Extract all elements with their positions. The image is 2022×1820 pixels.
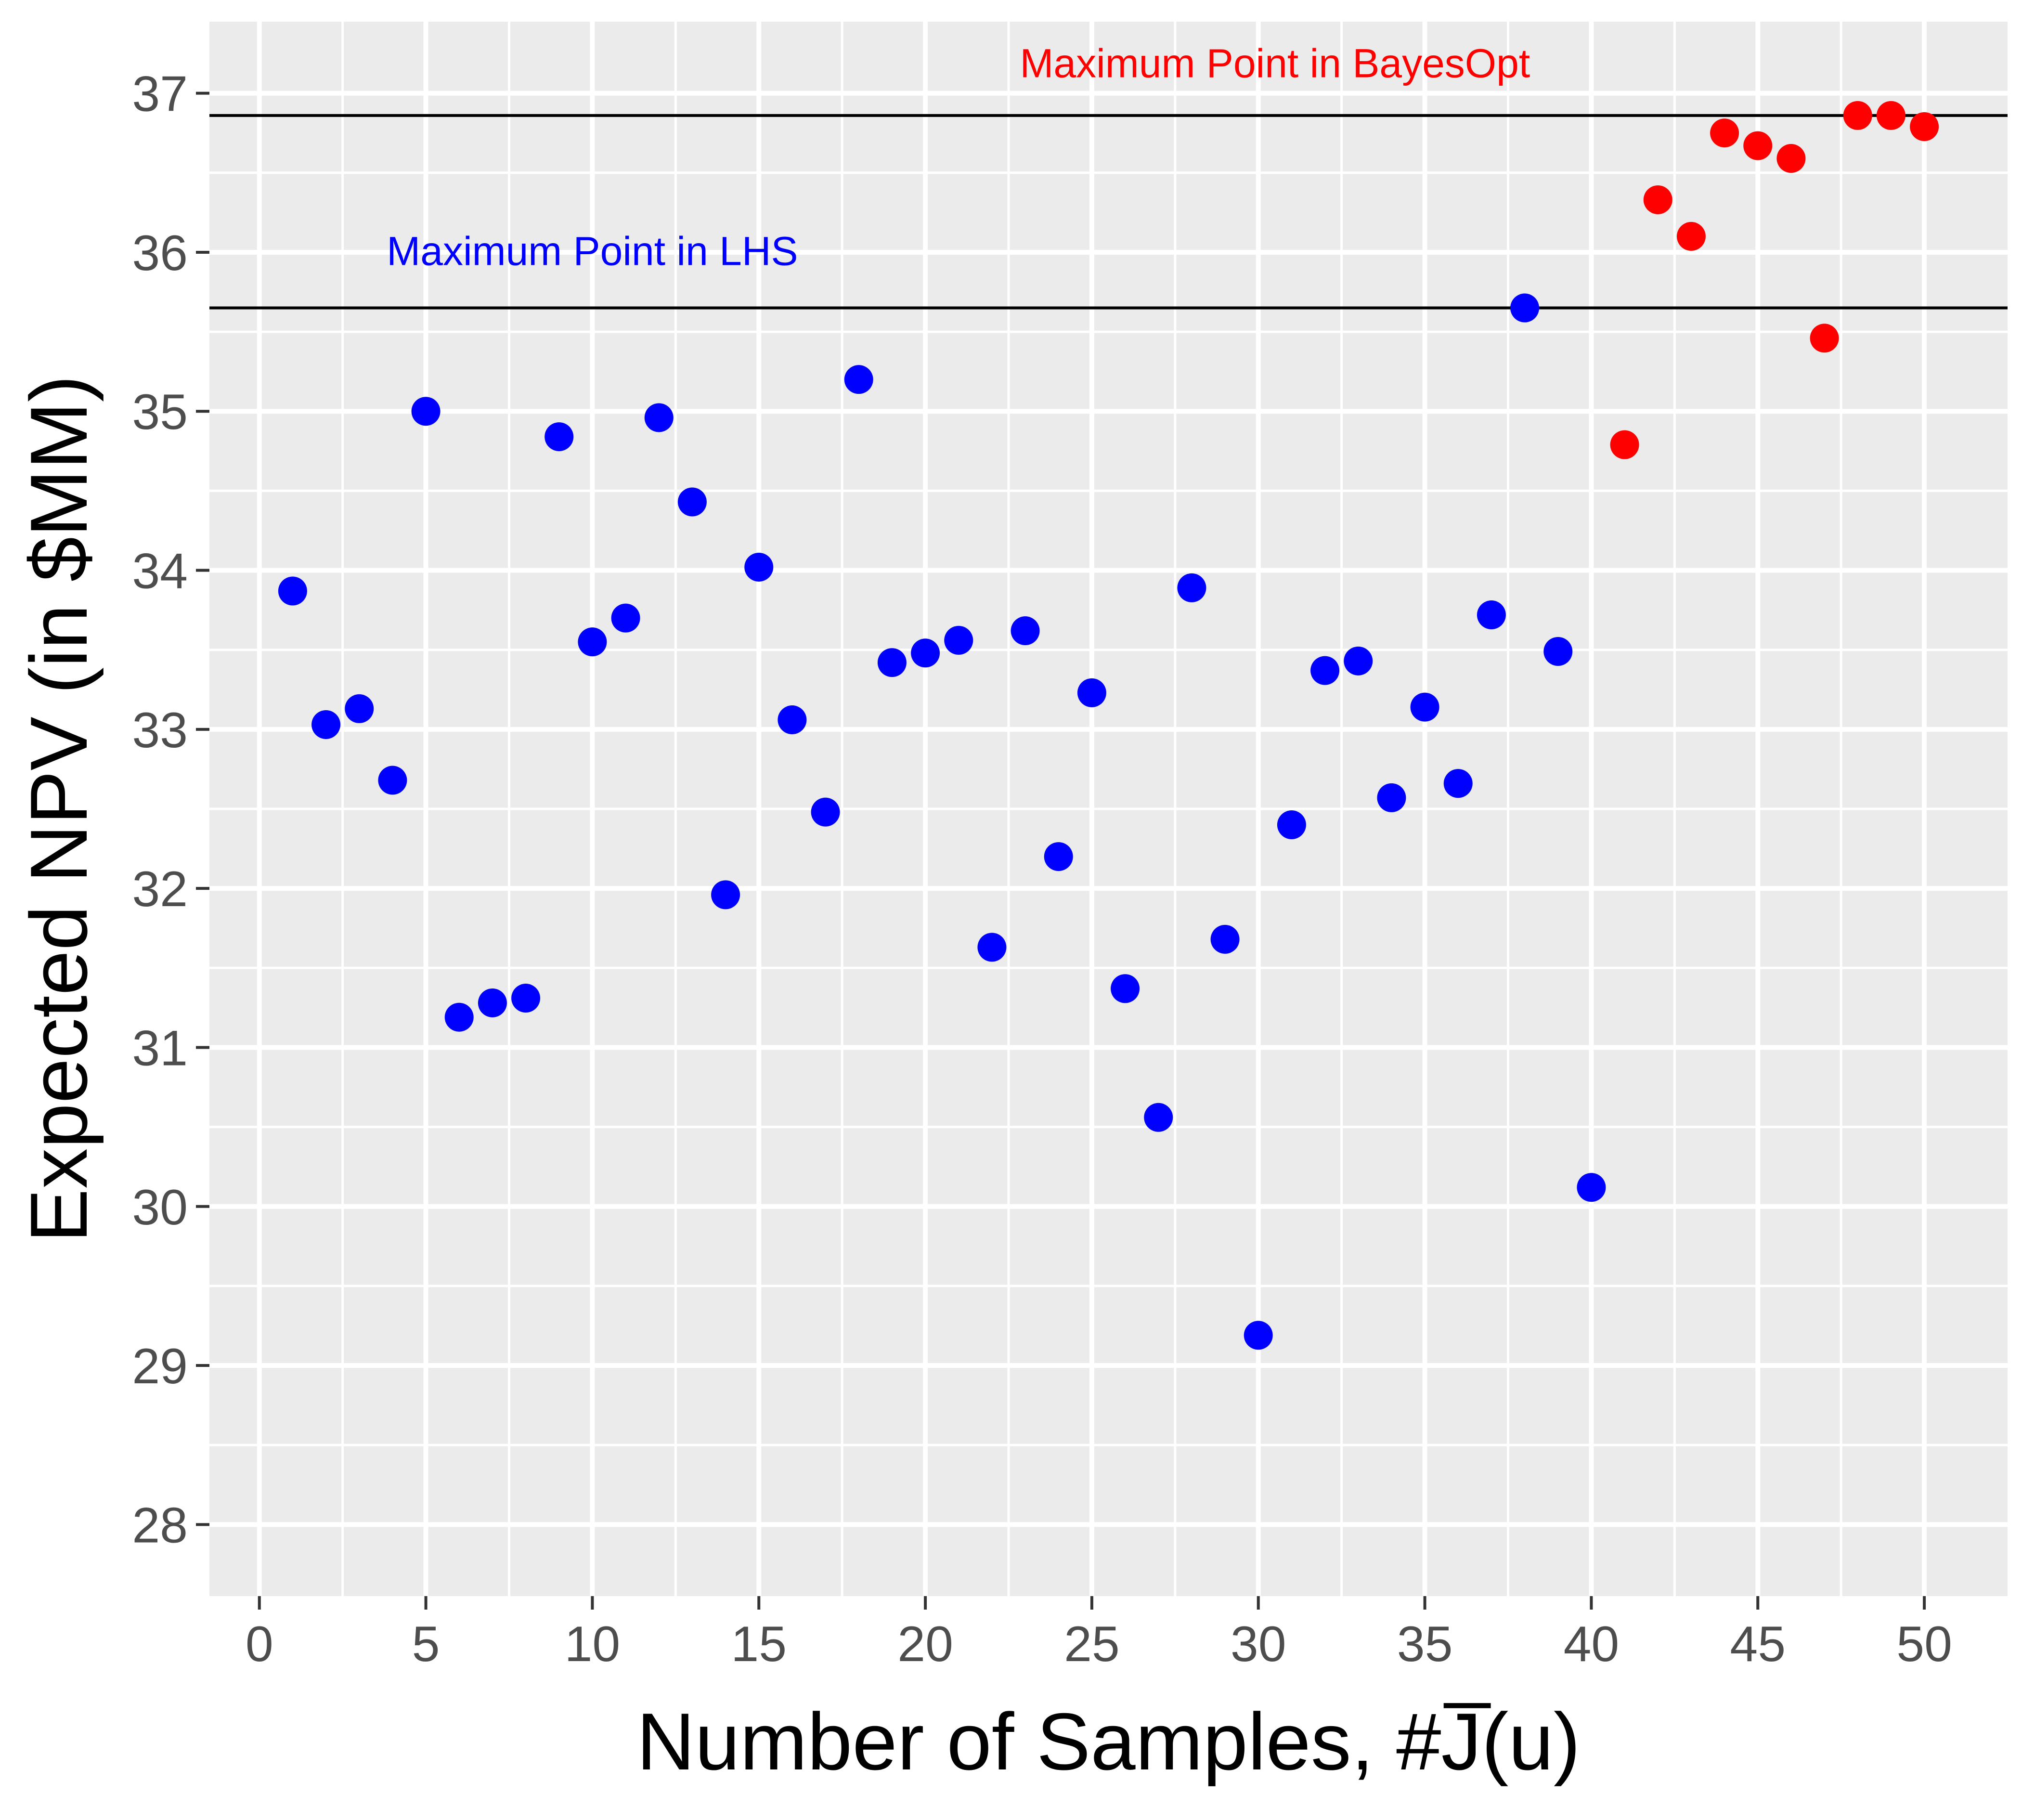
data-point: [1577, 1173, 1606, 1202]
data-point: [345, 694, 374, 723]
data-point: [1077, 678, 1106, 707]
data-point: [1443, 769, 1473, 798]
data-point: [1477, 600, 1506, 630]
minor-gridlines: [209, 22, 2008, 1596]
data-point: [1011, 616, 1040, 646]
data-point: [611, 603, 640, 633]
data-point: [1177, 573, 1206, 602]
data-point: [1210, 924, 1240, 954]
data-point: [1610, 430, 1639, 459]
data-point: [411, 397, 441, 426]
y-tick-label: 30: [132, 1180, 188, 1235]
x-tick-label: 10: [565, 1616, 621, 1672]
data-point: [844, 365, 873, 394]
data-point: [1244, 1321, 1273, 1350]
data-point: [544, 422, 574, 452]
data-point: [1510, 293, 1540, 323]
y-tick-label: 31: [132, 1020, 188, 1076]
x-tick-label: 15: [731, 1616, 787, 1672]
x-tick-label: 40: [1564, 1616, 1620, 1672]
x-tick-label: 25: [1064, 1616, 1120, 1672]
data-point: [1144, 1103, 1173, 1132]
data-point: [1876, 101, 1905, 130]
x-tick-label: 5: [412, 1616, 440, 1672]
data-point: [911, 638, 940, 668]
x-tick-label: 20: [897, 1616, 953, 1672]
data-point: [1277, 810, 1306, 840]
x-tick-label: 45: [1730, 1616, 1786, 1672]
data-point: [1344, 646, 1373, 676]
data-point: [311, 710, 341, 739]
data-point: [578, 627, 607, 657]
data-point: [811, 797, 840, 827]
reference-line-label: Maximum Point in LHS: [387, 228, 798, 273]
data-point: [677, 487, 707, 517]
data-point: [1111, 974, 1140, 1003]
x-tick-label: 30: [1231, 1616, 1286, 1672]
data-point: [744, 552, 774, 582]
data-point: [711, 880, 740, 910]
y-tick-label: 35: [132, 384, 188, 440]
y-tick-label: 28: [132, 1497, 188, 1553]
data-point: [1843, 101, 1872, 130]
data-point: [1310, 656, 1340, 685]
x-tick-label: 50: [1896, 1616, 1952, 1672]
data-point: [511, 984, 541, 1013]
y-tick-label: 29: [132, 1339, 188, 1394]
data-point: [644, 403, 674, 432]
data-point: [778, 705, 807, 735]
x-tick-label: 35: [1397, 1616, 1453, 1672]
data-point: [378, 766, 407, 795]
data-point: [1543, 637, 1573, 666]
data-point: [278, 576, 307, 606]
data-point: [977, 933, 1007, 962]
y-axis-title: Expected NPV (in $MM): [13, 375, 104, 1243]
y-tick-label: 34: [132, 544, 188, 599]
data-point: [877, 648, 907, 677]
data-point: [1410, 692, 1439, 722]
data-point: [1377, 783, 1406, 812]
data-point: [1776, 144, 1806, 173]
y-tick-label: 36: [132, 225, 188, 281]
data-point: [1710, 118, 1739, 148]
x-axis-title: Number of Samples, #J̅(u): [636, 1696, 1581, 1787]
data-point: [1910, 112, 1939, 141]
data-point: [1743, 131, 1773, 160]
y-tick-label: 33: [132, 702, 188, 758]
y-tick-label: 32: [132, 861, 188, 917]
data-point: [1643, 185, 1672, 214]
data-point: [1810, 324, 1839, 353]
data-point: [444, 1002, 474, 1032]
data-point: [1044, 842, 1073, 871]
axes: 0 5 10 15 20 25 30 35 40 45 50 28 29 30 31 32 33 34 35 36 37: [132, 66, 1952, 1672]
reference-line-label: Maximum Point in BayesOpt: [1020, 41, 1530, 86]
data-point: [944, 625, 973, 655]
data-point: [1676, 221, 1706, 251]
reference-lines: Maximum Point in BayesOpt Maximum Point i…: [209, 41, 2008, 310]
data-point: [478, 988, 507, 1017]
x-tick-label: 0: [246, 1616, 273, 1672]
y-tick-label: 37: [132, 66, 188, 122]
data-points: [278, 101, 1939, 1350]
